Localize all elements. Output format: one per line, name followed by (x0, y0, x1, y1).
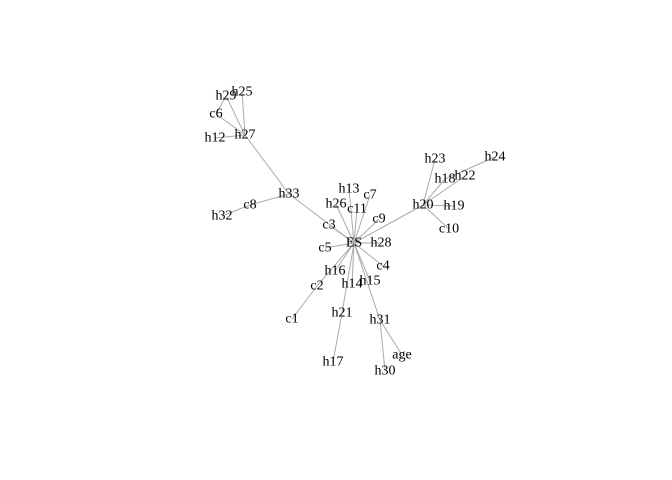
node-c6: c6 (209, 107, 222, 122)
node-h27: h27 (235, 128, 256, 143)
node-h22: h22 (455, 169, 476, 184)
edge-h20-h19 (422, 204, 455, 207)
edge-es-h31 (353, 242, 381, 321)
node-h29: h29 (216, 89, 237, 104)
edge-es-c7 (353, 194, 371, 244)
node-c4: c4 (376, 259, 389, 274)
edge-es-h14 (351, 242, 355, 285)
edge-layer (214, 91, 496, 372)
node-h25: h25 (232, 85, 253, 100)
node-h24: h24 (485, 150, 506, 165)
edge-h21-h17 (332, 312, 343, 363)
edge-c8-h32 (221, 204, 251, 217)
node-c9: c9 (372, 212, 385, 227)
edge-es-h15 (353, 242, 371, 282)
node-h23: h23 (425, 152, 446, 167)
edge-es-c5 (324, 242, 355, 249)
edge-h20-h22 (422, 175, 466, 206)
node-h18: h18 (435, 172, 456, 187)
node-h13: h13 (339, 182, 360, 197)
edge-h31-age (379, 319, 403, 356)
node-h31: h31 (370, 313, 391, 328)
edge-h27-h25 (241, 91, 246, 136)
edge-h27-h12 (214, 134, 246, 139)
node-h26: h26 (326, 197, 347, 212)
node-h32: h32 (212, 209, 233, 224)
node-c1: c1 (285, 312, 298, 327)
edge-h27-h29 (225, 95, 246, 136)
edge-h31-h30 (379, 319, 386, 372)
edge-c6-h29 (215, 95, 227, 115)
edge-h27-c6 (215, 113, 246, 136)
node-es: ES (346, 236, 362, 251)
edge-h33-h27 (244, 134, 290, 195)
node-h30: h30 (375, 364, 396, 379)
node-c11: c11 (347, 202, 367, 217)
node-h21: h21 (332, 306, 353, 321)
edge-es-h33 (288, 193, 355, 244)
node-c10: c10 (439, 222, 459, 237)
edge-h18-h24 (444, 156, 496, 180)
node-h16: h16 (325, 264, 346, 279)
edge-es-h20 (353, 204, 424, 244)
node-c3: c3 (322, 218, 335, 233)
node-h17: h17 (323, 355, 344, 370)
node-c7: c7 (363, 188, 376, 203)
node-h19: h19 (444, 199, 465, 214)
edge-es-h21 (341, 242, 355, 314)
edge-es-h16 (334, 242, 355, 272)
edge-es-h13 (348, 188, 355, 244)
edge-es-c11 (353, 208, 358, 244)
edge-es-h26 (335, 203, 355, 244)
edge-h20-h18 (422, 178, 446, 206)
edge-es-c4 (353, 242, 384, 267)
node-c8: c8 (243, 198, 256, 213)
node-h28: h28 (371, 236, 392, 251)
node-h14: h14 (342, 277, 363, 292)
node-h20: h20 (413, 198, 434, 213)
node-c2: c2 (310, 279, 323, 294)
edge-h20-c10 (422, 204, 450, 230)
edge-h33-c8 (249, 193, 290, 206)
edge-es-c9 (353, 218, 380, 244)
edge-h20-h23 (422, 158, 436, 206)
edge-es-c2 (316, 242, 355, 287)
node-h33: h33 (279, 187, 300, 202)
node-age: age (392, 348, 411, 363)
node-h12: h12 (205, 131, 226, 146)
node-h15: h15 (360, 274, 381, 289)
edge-c2-c1 (291, 285, 318, 320)
node-c5: c5 (318, 241, 331, 256)
